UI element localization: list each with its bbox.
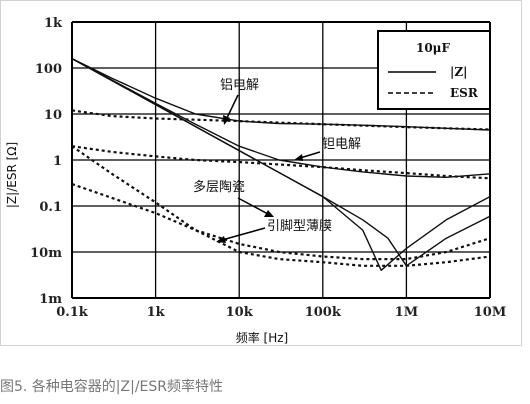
annotation-tantalum: 钽电解 bbox=[322, 137, 361, 152]
y-axis-title: |Z|/ESR [Ω] bbox=[5, 142, 19, 208]
y-tick-label: 1 bbox=[53, 154, 62, 169]
x-tick-label: 10k bbox=[226, 305, 254, 320]
impedance-chart: 0.1k 1k 10k 100k 1M 10M 1k 100 10 1 0.1 10m 1m 频率 [H… bbox=[5, 16, 506, 345]
x-tick-label: 0.1k bbox=[56, 305, 89, 320]
legend-title: 10μF bbox=[416, 41, 450, 55]
x-axis-title: 频率 [Hz] bbox=[236, 330, 289, 345]
series-line-aluminum-esr bbox=[71, 109, 491, 131]
legend: 10μF |Z| ESR bbox=[377, 30, 491, 110]
legend-box bbox=[377, 30, 491, 110]
y-tick-label: 0.1 bbox=[39, 200, 62, 215]
series-line-ceramic-esr bbox=[71, 145, 491, 267]
x-tick-label: 1k bbox=[147, 305, 166, 320]
arrow-tantalum bbox=[299, 151, 321, 159]
series-line-tantalum-esr bbox=[71, 145, 491, 180]
annotation-film: 引脚型薄膜 bbox=[267, 218, 332, 234]
x-tick-label: 1M bbox=[395, 305, 418, 320]
y-tick-label: 10m bbox=[30, 246, 62, 261]
annotations: 铝电解 钽电解 多层陶瓷 引脚型薄膜 bbox=[193, 78, 361, 243]
legend-label-esr: ESR bbox=[450, 86, 479, 100]
arrow-film bbox=[221, 227, 266, 241]
arrow-head-ceramic bbox=[264, 210, 274, 217]
arrow-ceramic bbox=[237, 197, 269, 215]
arrow-head-aluminum bbox=[223, 115, 230, 125]
annotation-aluminum: 铝电解 bbox=[220, 78, 259, 93]
y-tick-label: 10 bbox=[44, 108, 62, 123]
arrow-aluminum bbox=[225, 94, 239, 121]
series-line-film-z bbox=[71, 57, 491, 267]
y-tick-label: 1m bbox=[39, 292, 62, 307]
series-line-film-esr bbox=[71, 183, 491, 261]
annotation-ceramic: 多层陶瓷 bbox=[193, 179, 245, 195]
x-tick-label: 100k bbox=[305, 305, 342, 320]
x-tick-label: 10M bbox=[474, 305, 506, 320]
series-layer bbox=[71, 57, 491, 271]
tick-labels: 0.1k 1k 10k 100k 1M 10M 1k 100 10 1 0.1 10m 1m bbox=[30, 16, 506, 320]
y-tick-label: 100 bbox=[35, 62, 62, 77]
series-line-tantalum-z bbox=[71, 57, 491, 179]
arrow-head-tantalum bbox=[294, 154, 303, 161]
y-tick-label: 1k bbox=[44, 16, 63, 31]
arrow-head-film bbox=[216, 236, 226, 243]
figure-caption: 图5. 各种电容器的|Z|/ESR频率特性 bbox=[0, 379, 224, 395]
legend-label-z: |Z| bbox=[450, 65, 468, 79]
